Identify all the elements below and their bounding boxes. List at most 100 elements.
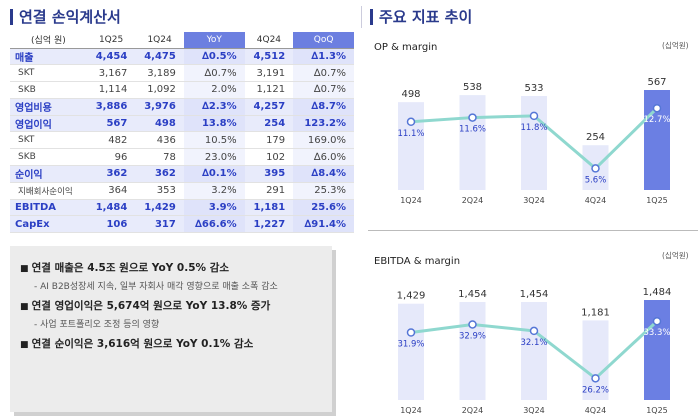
table-cell: ∆8.7% <box>293 98 354 116</box>
row-label: 지배회사순이익 <box>10 182 87 200</box>
bar-1Q24 <box>398 303 424 400</box>
table-cell: 3,189 <box>135 64 184 83</box>
col-header-yoy: YoY <box>183 32 245 49</box>
table-cell: 78 <box>135 148 184 167</box>
table-cell: 179 <box>244 131 294 150</box>
margin-value-label: 31.9% <box>397 339 424 349</box>
margin-point <box>591 164 600 173</box>
col-header-1q25: 1Q25 <box>86 32 136 49</box>
margin-point <box>406 117 416 127</box>
margin-value-label: 11.6% <box>459 125 486 135</box>
col-header-qoq: QoQ <box>293 32 354 49</box>
margin-point <box>652 103 662 113</box>
table-header-row: (십억 원) 1Q25 1Q24 YoY 4Q24 QoQ <box>10 32 354 49</box>
table-cell: 498 <box>135 115 184 133</box>
category-tick-label: 2Q24 <box>462 406 484 415</box>
bar-value-label: 538 <box>463 82 482 93</box>
bar-value-label: 1,454 <box>520 289 549 300</box>
table-cell: 3,191 <box>244 64 294 83</box>
row-label: 영업비용 <box>10 98 87 116</box>
table-cell: 3,976 <box>135 98 184 116</box>
table-cell: 1,121 <box>244 81 294 99</box>
bar-value-label: 498 <box>401 89 420 100</box>
margin-value-label: 5.6% <box>585 175 607 185</box>
row-label: 순이익 <box>10 165 87 183</box>
row-label: SKT <box>10 131 87 150</box>
table-cell: 3,886 <box>86 98 136 116</box>
table-cell: ∆2.3% <box>183 98 245 116</box>
table-cell: ∆6.0% <box>293 148 354 167</box>
title-bar-marker <box>10 8 13 25</box>
table-cell: 1,114 <box>86 81 136 99</box>
right-section-title: 주요 지표 추이 <box>370 6 472 27</box>
table-cell: 1,484 <box>86 199 136 217</box>
table-cell: 3,167 <box>86 64 136 83</box>
table-row: SKT 482 436 10.5% 179 169.0% <box>10 131 354 150</box>
left-title-text: 연결 손익계산서 <box>19 8 121 26</box>
col-header-4q24: 4Q24 <box>244 32 294 49</box>
category-tick-label: 1Q25 <box>646 406 668 415</box>
margin-point <box>468 320 477 329</box>
row-label: SKB <box>10 81 87 99</box>
ebitda-chart-unit: (십억원) <box>662 251 689 260</box>
table-cell: ∆0.7% <box>293 81 354 99</box>
bar-value-label: 1,429 <box>397 291 426 302</box>
op-chart-unit: (십억원) <box>662 41 689 50</box>
row-label: SKB <box>10 148 87 167</box>
margin-point <box>529 111 539 121</box>
unit-header: (십억 원) <box>10 32 87 49</box>
op-chart-title: OP & margin <box>374 42 438 53</box>
table-cell: ∆0.7% <box>183 64 245 83</box>
table-cell: 13.8% <box>183 115 245 133</box>
table-cell: 123.2% <box>293 115 354 133</box>
col-header-1q24: 1Q24 <box>135 32 184 49</box>
table-row: 지배회사순이익 364 353 3.2% 291 25.3% <box>10 182 354 200</box>
row-label: SKT <box>10 64 87 83</box>
table-cell: 4,512 <box>244 48 294 66</box>
table-cell: 10.5% <box>183 131 245 150</box>
margin-value-label: 26.2% <box>582 385 609 395</box>
category-tick-label: 1Q24 <box>400 406 422 415</box>
table-cell: 3.2% <box>183 182 245 200</box>
table-cell: 102 <box>244 148 294 167</box>
table-cell: 3.9% <box>183 199 245 217</box>
bar-value-label: 1,181 <box>581 307 610 318</box>
bar-1Q25 <box>644 300 670 400</box>
margin-value-label: 32.1% <box>520 338 547 348</box>
category-tick-label: 1Q25 <box>646 196 668 205</box>
table-row: 영업비용 3,886 3,976 ∆2.3% 4,257 ∆8.7% <box>10 98 354 116</box>
section-divider <box>361 6 362 28</box>
summary-detail-revenue: - AI B2B성장세 지속, 일부 자회사 매각 영향으로 매출 소폭 감소 <box>34 282 278 292</box>
summary-box: 연결 매출은 4.5조 원으로 YoY 0.5% 감소 - AI B2B성장세 … <box>10 246 332 412</box>
table-body: 매출 4,454 4,475 ∆0.5% 4,512 ∆1.3% SKT 3,167 3,189… <box>10 48 354 234</box>
margin-value-label: 11.8% <box>520 123 547 133</box>
table-cell: 317 <box>135 215 184 234</box>
chart-separator <box>368 230 698 231</box>
table-cell: 395 <box>244 165 294 183</box>
table-cell: 169.0% <box>293 131 354 150</box>
table-cell: 4,475 <box>135 48 184 66</box>
summary-detail-op: - 사업 포트폴리오 조정 등의 영향 <box>34 320 160 330</box>
table-row: SKB 1,114 1,092 2.0% 1,121 ∆0.7% <box>10 81 354 99</box>
table-cell: 254 <box>244 115 294 133</box>
category-tick-label: 1Q24 <box>400 196 422 205</box>
margin-point <box>591 374 600 383</box>
table-cell: 4,257 <box>244 98 294 116</box>
bar-4Q24 <box>582 320 609 400</box>
summary-point-op: 연결 영업이익은 5,674억 원으로 YoY 13.8% 증가 <box>20 298 322 313</box>
table-cell: 482 <box>86 131 136 150</box>
table-cell: 567 <box>86 115 136 133</box>
table-cell: 96 <box>86 148 136 167</box>
table-cell: 1,429 <box>135 199 184 217</box>
table-cell: 364 <box>86 182 136 200</box>
table-cell: 106 <box>86 215 136 234</box>
table-cell: 436 <box>135 131 184 150</box>
income-statement-table: (십억 원) 1Q25 1Q24 YoY 4Q24 QoQ 매출 4,454 4,4… <box>10 32 354 234</box>
margin-value-label: 32.9% <box>459 331 486 341</box>
category-tick-label: 2Q24 <box>462 196 484 205</box>
op-margin-chart: 498 1Q24 538 2Q24 533 3Q24 254 4Q24 567 1Q25 11.1%… <box>397 77 670 205</box>
left-section-title: 연결 손익계산서 <box>10 6 121 27</box>
margin-point <box>529 326 539 336</box>
table-cell: 353 <box>135 182 184 200</box>
category-tick-label: 4Q24 <box>585 406 607 415</box>
